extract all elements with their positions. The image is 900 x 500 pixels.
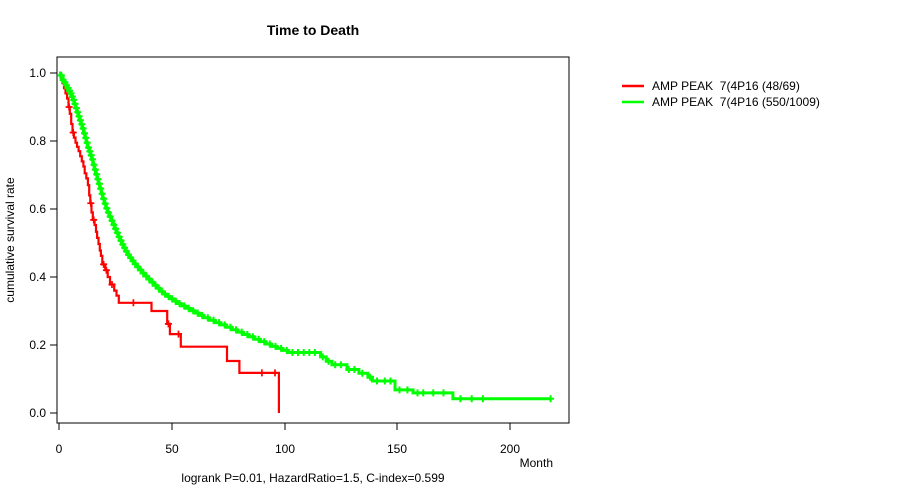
y-tick-label-0.0: 0.0 bbox=[29, 406, 46, 420]
x-tick-label-50: 50 bbox=[165, 442, 179, 456]
plot-box bbox=[56, 56, 570, 424]
km-curve-2 bbox=[58, 71, 551, 401]
y-axis-ticks bbox=[50, 72, 57, 414]
km-curve-1 bbox=[59, 71, 280, 413]
x-tick-label-150: 150 bbox=[387, 442, 407, 456]
km-censor-marks-2 bbox=[57, 71, 555, 403]
x-axis-title: Month bbox=[520, 456, 553, 470]
y-axis-title: cumulative survival rate bbox=[3, 177, 17, 303]
stats-caption: logrank P=0.01, HazardRatio=1.5, C-index… bbox=[181, 471, 444, 485]
km-censor-marks-1 bbox=[65, 103, 279, 377]
legend-label-group2: AMP PEAK 7(4P16 (550/1009) bbox=[652, 95, 820, 109]
legend: AMP PEAK 7(4P16 (48/69) AMP PEAK 7(4P16 … bbox=[622, 79, 820, 109]
y-tick-label-0.2: 0.2 bbox=[29, 338, 46, 352]
plot-title: Time to Death bbox=[267, 22, 359, 38]
x-axis-ticks bbox=[58, 423, 511, 430]
y-tick-label-0.8: 0.8 bbox=[29, 134, 46, 148]
legend-label-group1: AMP PEAK 7(4P16 (48/69) bbox=[652, 79, 800, 93]
x-tick-label-200: 200 bbox=[500, 442, 520, 456]
y-tick-label-0.6: 0.6 bbox=[29, 202, 46, 216]
y-tick-label-0.4: 0.4 bbox=[29, 270, 46, 284]
x-tick-label-0: 0 bbox=[56, 442, 63, 456]
x-tick-label-100: 100 bbox=[275, 442, 295, 456]
survival-curves bbox=[57, 71, 555, 413]
y-tick-label-1.0: 1.0 bbox=[29, 66, 46, 80]
